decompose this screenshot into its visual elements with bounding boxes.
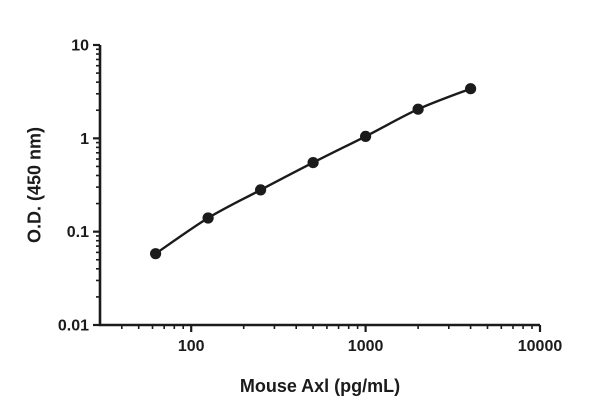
y-tick-label: 1 bbox=[80, 131, 89, 148]
y-tick-label: 0.1 bbox=[67, 224, 89, 241]
data-point bbox=[307, 157, 319, 169]
data-point bbox=[412, 103, 424, 115]
data-point bbox=[150, 248, 162, 260]
data-point bbox=[255, 184, 267, 196]
data-point bbox=[465, 83, 477, 95]
x-tick-label: 1000 bbox=[348, 338, 384, 355]
y-tick-label: 0.01 bbox=[58, 318, 89, 335]
x-tick-label: 100 bbox=[178, 338, 205, 355]
data-point bbox=[202, 212, 214, 224]
x-tick-label: 10000 bbox=[518, 338, 563, 355]
y-axis-title: O.D. (450 nm) bbox=[24, 126, 45, 244]
y-tick-label: 10 bbox=[71, 38, 89, 55]
data-point bbox=[360, 130, 372, 142]
x-axis-title: Mouse Axl (pg/mL) bbox=[239, 376, 401, 396]
fit-curve bbox=[154, 87, 472, 255]
